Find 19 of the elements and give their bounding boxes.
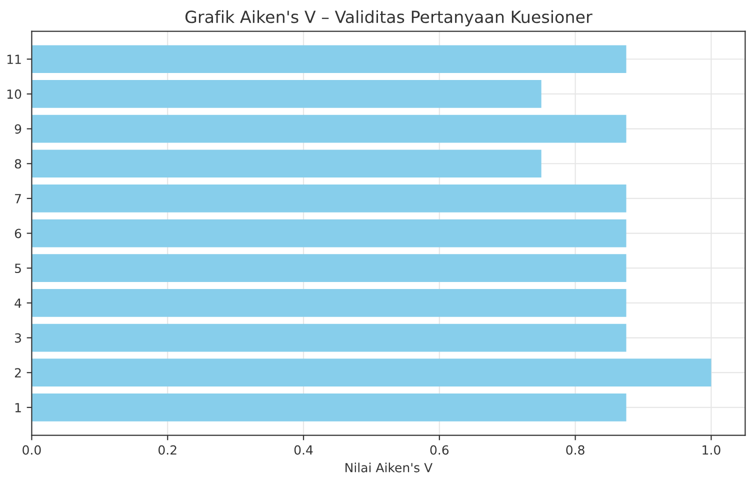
x-axis-title: Nilai Aiken's V [346, 462, 432, 472]
y-tick-label: 11 [7, 54, 21, 64]
x-tick-label: 0.8 [566, 445, 584, 455]
y-tick-label: 8 [14, 159, 22, 169]
y-tick-label: 2 [14, 368, 21, 378]
y-tick-label: 10 [7, 89, 22, 99]
y-tick-label: 5 [15, 264, 21, 274]
x-tick-label: 0.0 [22, 445, 41, 455]
x-tick-label: 0.4 [294, 445, 313, 455]
x-tick-label: 0.2 [158, 445, 176, 455]
y-tick-label: 1 [15, 403, 21, 412]
y-tick-label: 4 [14, 298, 22, 308]
y-tick-label: 7 [15, 194, 21, 204]
y-tick-label: 9 [14, 124, 22, 134]
chart-title: Grafik Aiken's V – Validitas Pertanyaan Kuesioner [185, 10, 592, 26]
x-tick-label: 1.0 [702, 445, 720, 455]
x-tick-label: 0.6 [430, 445, 449, 455]
y-tick-label: 3 [14, 333, 21, 343]
y-tick-label: 6 [14, 228, 22, 238]
